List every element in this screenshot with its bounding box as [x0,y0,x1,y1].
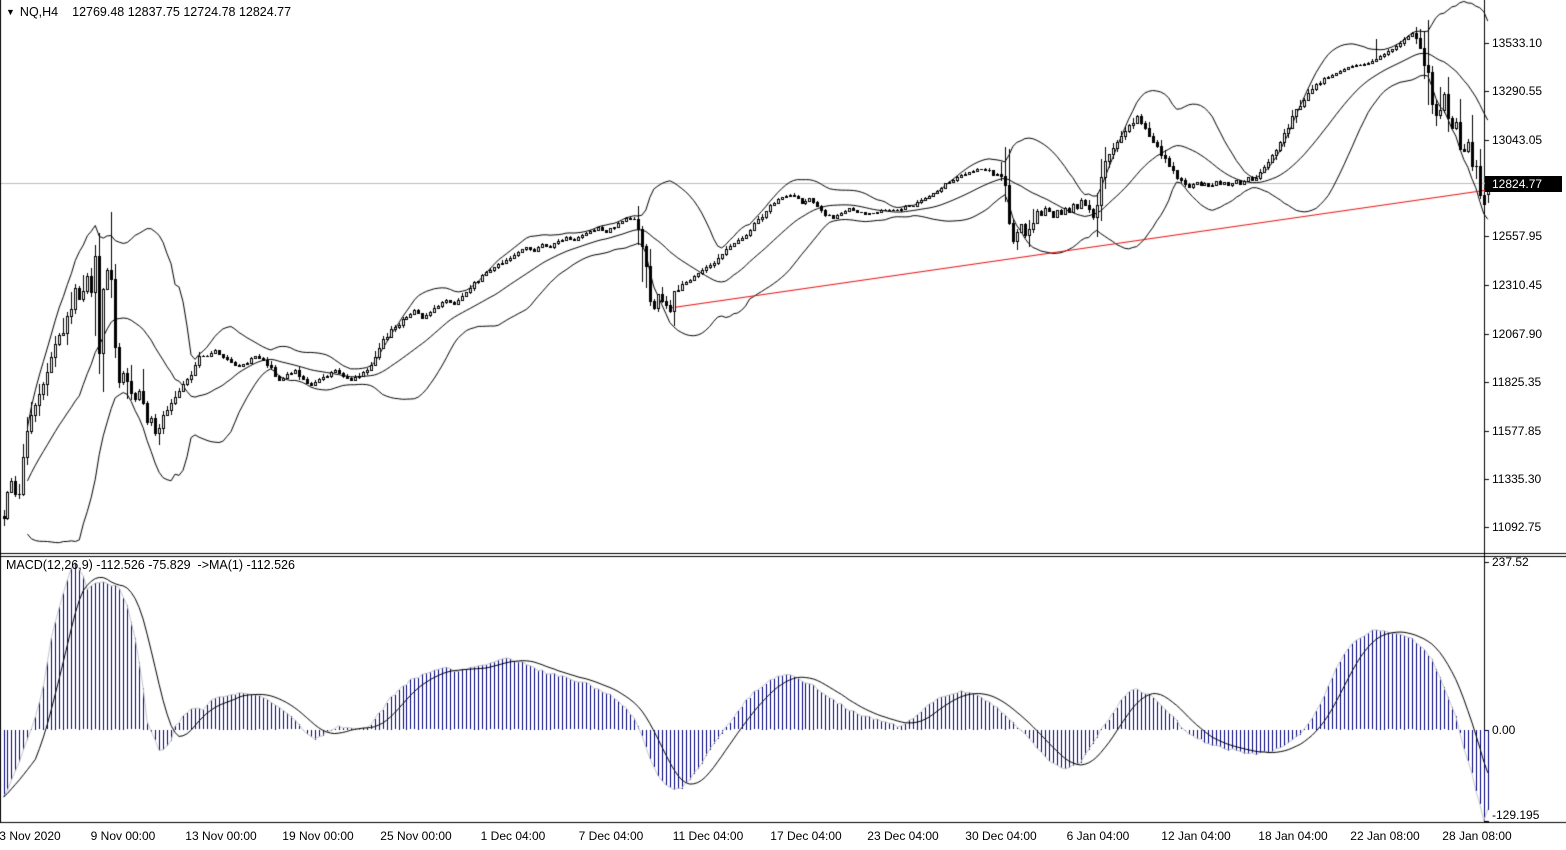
chart-ohlc-header: ▼ NQ,H4 12769.48 12837.75 12724.78 12824… [6,5,291,19]
price-axis-label: 11335.30 [1492,472,1542,486]
macd-axis-label: -129.195 [1492,808,1540,822]
price-axis-label: 12310.45 [1492,278,1543,292]
time-axis-label: 1 Dec 04:00 [480,829,546,843]
macd-indicator-label: MACD(12,26,9) -112.526 -75.829 ->MA(1) -… [6,558,295,572]
main-chart-area[interactable] [0,0,1484,553]
time-axis-label: 28 Jan 08:00 [1442,829,1512,843]
time-axis-label: 18 Jan 04:00 [1258,829,1328,843]
symbol-period-label: NQ,H4 [19,5,59,19]
time-axis-label: 13 Nov 00:00 [185,829,257,843]
macd-axis-label: 0.00 [1492,723,1516,737]
macd-panel-area[interactable] [0,557,1484,822]
price-axis-label: 13533.10 [1492,36,1543,50]
time-axis-label: 22 Jan 08:00 [1350,829,1420,843]
price-axis-label: 11092.75 [1492,520,1542,534]
time-axis-label: 17 Dec 04:00 [770,829,842,843]
price-axis-label: 12557.95 [1492,229,1543,243]
price-axis-label: 13043.05 [1492,133,1543,147]
price-axis-label: 11825.35 [1492,375,1542,389]
current-price-tag: 12824.77 [1485,176,1562,192]
price-axis-label: 11577.85 [1492,424,1542,438]
time-axis-label: 7 Dec 04:00 [578,829,644,843]
price-axis-label: 13290.55 [1492,84,1543,98]
collapse-indicator-icon[interactable]: ▼ [6,6,15,17]
time-axis-label: 3 Nov 2020 [0,829,61,843]
price-axis[interactable] [1484,0,1566,822]
time-axis-label: 25 Nov 00:00 [380,829,452,843]
time-axis-label: 11 Dec 04:00 [672,829,744,843]
time-axis-label: 6 Jan 04:00 [1066,829,1130,843]
time-axis-label: 19 Nov 00:00 [282,829,354,843]
time-axis-label: 23 Dec 04:00 [867,829,939,843]
macd-axis-label: 237.52 [1492,555,1529,569]
time-axis-label: 12 Jan 04:00 [1161,829,1231,843]
price-axis-label: 12067.90 [1492,327,1543,341]
time-axis-label: 9 Nov 00:00 [90,829,156,843]
ohlc-values: 12769.48 12837.75 12724.78 12824.77 [72,5,292,19]
time-axis-label: 30 Dec 04:00 [965,829,1037,843]
